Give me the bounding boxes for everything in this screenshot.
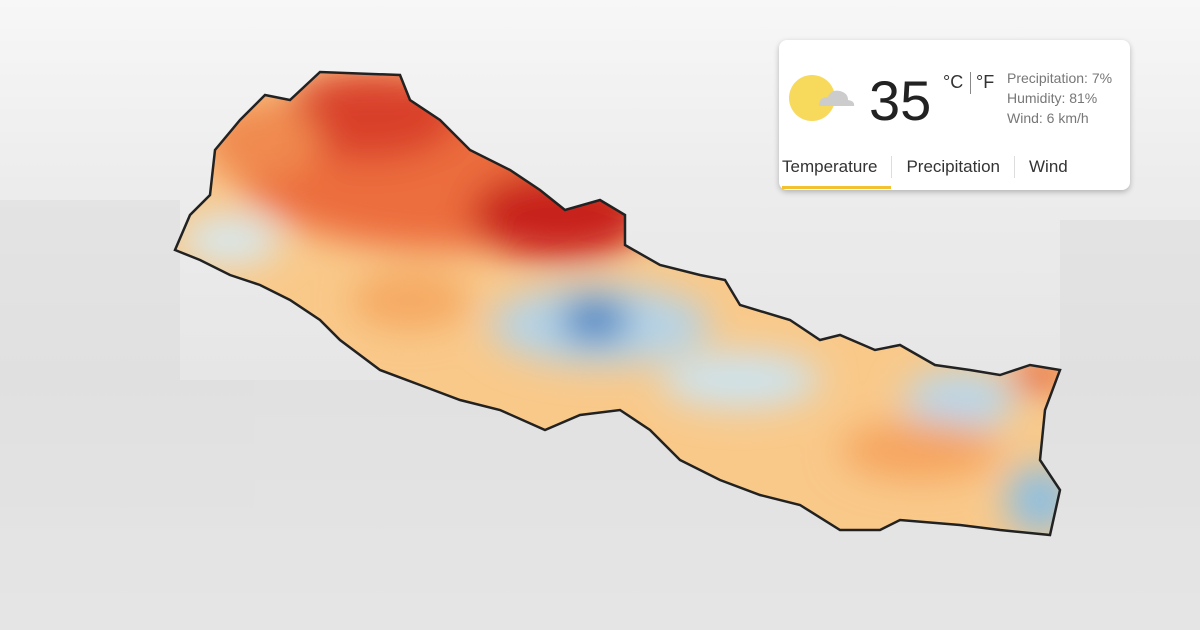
unit-celsius[interactable]: °C <box>943 72 964 92</box>
unit-fahrenheit[interactable]: °F <box>976 72 995 92</box>
details: Precipitation: 7% Humidity: 81% Wind: 6 … <box>1007 68 1112 128</box>
tab[interactable]: Precipitation <box>891 156 1014 178</box>
tabs: Temperature Precipitation Wind <box>782 156 1082 189</box>
weather-icon <box>789 75 855 121</box>
tab[interactable]: Wind <box>1014 156 1082 178</box>
unit-separator <box>970 72 971 94</box>
tab[interactable]: Temperature <box>782 156 892 189</box>
detail: Precipitation: 7% <box>1007 70 1113 86</box>
detail: Wind: 6 km/h <box>1007 110 1089 126</box>
temperature: 35 <box>869 69 932 132</box>
detail: Humidity: 81% <box>1007 90 1098 106</box>
weather-widget: 35 °C °F Precipitation: 7% Humidity: 81%… <box>779 40 1130 190</box>
